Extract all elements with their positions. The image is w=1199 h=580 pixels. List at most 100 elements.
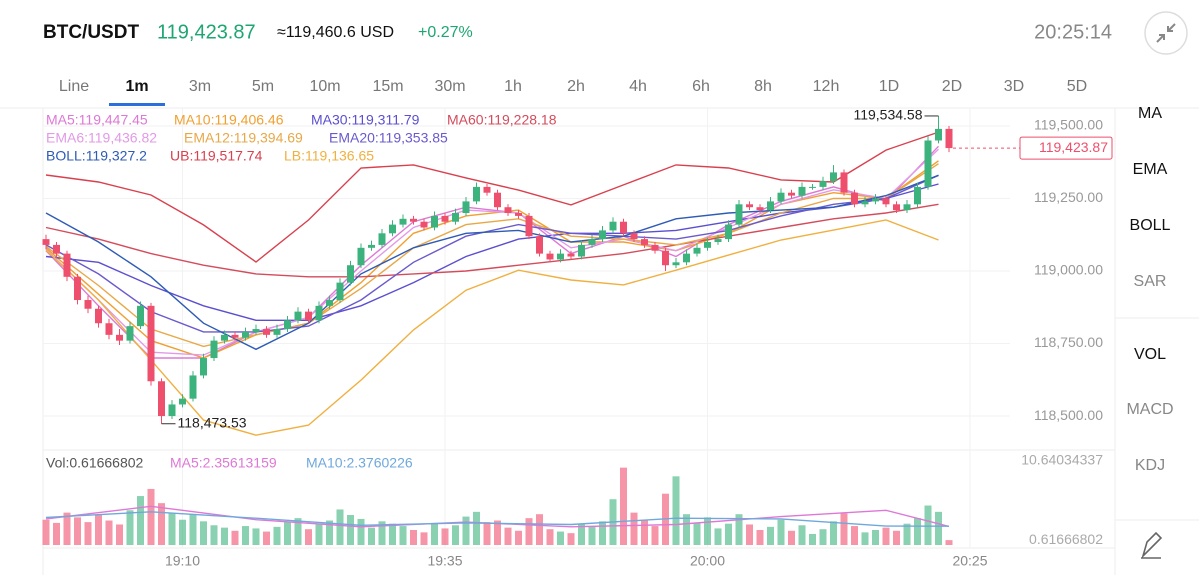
volume-tick-label: 10.64034337 — [1021, 452, 1103, 468]
legend-entry: MA10:2.3760226 — [306, 455, 413, 471]
volume-bar — [515, 530, 522, 545]
indicator-toggle[interactable]: SAR — [1134, 273, 1167, 290]
timeframe-tab[interactable]: 6h — [692, 78, 710, 95]
timeframe-tab[interactable]: 1h — [504, 78, 522, 95]
timeframe-tab[interactable]: 5m — [252, 78, 274, 95]
legend-entry: MA10:119,406.46 — [174, 112, 284, 128]
candle-body — [263, 329, 270, 335]
candle-body — [147, 305, 155, 382]
volume-bar — [284, 522, 291, 545]
volume-bar — [420, 532, 428, 545]
volume-bar — [147, 488, 155, 545]
timeframe-tab[interactable]: 3m — [189, 78, 211, 95]
candle-body — [693, 247, 701, 254]
candle-body — [116, 334, 123, 341]
volume-bar — [777, 519, 785, 545]
volume-bar — [840, 513, 848, 545]
legend-entry: MA60:119,228.18 — [447, 112, 557, 128]
extreme-label: 119,534.58 — [853, 107, 922, 123]
candle-body — [231, 334, 239, 338]
timeframe-tab[interactable]: 3D — [1004, 78, 1024, 95]
candle-body — [189, 375, 197, 399]
volume-bar — [704, 517, 711, 545]
candle-body — [378, 233, 386, 245]
candle-body — [819, 181, 827, 187]
candle-body — [672, 262, 680, 266]
indicator-toggle[interactable]: BOLL — [1130, 217, 1171, 234]
volume-bar — [200, 521, 207, 545]
volume-tick-label: 0.61666802 — [1029, 531, 1103, 547]
volume-bar — [368, 527, 375, 545]
volume-bar — [714, 528, 722, 545]
volume-bar — [914, 518, 921, 545]
volume-bar — [567, 533, 575, 545]
candle-body — [305, 311, 312, 321]
indicator-toggle[interactable]: MACD — [1126, 401, 1173, 418]
indicator-line — [45, 174, 939, 351]
volume-bar — [903, 523, 911, 545]
volume-bar — [347, 515, 354, 545]
timeframe-tab[interactable]: 1m — [125, 78, 148, 95]
volume-bar — [819, 529, 827, 545]
candle-body — [903, 204, 911, 211]
volume-bar — [179, 519, 186, 545]
volume-bar — [252, 528, 260, 545]
candle-body — [158, 381, 165, 417]
volume-bar — [189, 514, 197, 545]
candle-body — [441, 215, 449, 222]
volume-bar — [399, 526, 407, 545]
timeframe-tab[interactable]: 1D — [879, 78, 899, 95]
candle-body — [525, 215, 533, 237]
draw-tool-icon[interactable] — [1141, 531, 1163, 559]
legend-entry: BOLL:119,327.2 — [46, 148, 147, 164]
active-tab-underline — [109, 103, 165, 106]
volume-bar — [630, 512, 638, 545]
volume-bar — [788, 530, 795, 545]
timeframe-tab[interactable]: Line — [59, 78, 89, 95]
volume-bar — [945, 540, 953, 545]
candle-body — [273, 329, 281, 335]
candle-body — [252, 329, 260, 332]
indicator-line — [45, 511, 950, 527]
indicator-toggle[interactable]: EMA — [1133, 161, 1168, 178]
timeframe-tab[interactable]: 5D — [1067, 78, 1087, 95]
candle-body — [746, 204, 753, 208]
volume-bar — [95, 515, 102, 545]
timeframe-tab[interactable]: 12h — [813, 78, 840, 95]
indicator-toggle[interactable]: KDJ — [1135, 457, 1165, 474]
volume-bar — [431, 522, 438, 545]
timeframe-tab[interactable]: 2h — [567, 78, 585, 95]
timeframe-tab[interactable]: 4h — [629, 78, 647, 95]
price: 119,423.87 — [157, 21, 256, 43]
timeframe-tab[interactable]: 8h — [754, 78, 772, 95]
collapse-icon[interactable] — [1156, 23, 1176, 43]
timeframe-tab[interactable]: 15m — [372, 78, 403, 95]
x-tick-label: 19:35 — [427, 553, 462, 569]
volume-bar — [620, 467, 627, 545]
collapse-button[interactable] — [1144, 11, 1188, 55]
timeframe-tab[interactable]: 30m — [434, 78, 465, 95]
volume-bar — [494, 520, 501, 545]
candle-body — [536, 236, 543, 254]
volume-bar — [651, 526, 659, 545]
collapse-circle[interactable] — [1144, 11, 1188, 55]
indicator-toggle[interactable]: MA — [1138, 105, 1162, 122]
volume-bar — [809, 533, 816, 545]
volume-bar — [84, 522, 92, 545]
indicator-toggle[interactable]: VOL — [1134, 346, 1166, 363]
timeframe-tab[interactable]: 10m — [309, 78, 340, 95]
candle-body — [893, 204, 900, 211]
volume-bar — [410, 530, 417, 545]
candle-body — [651, 244, 659, 251]
clock: 20:25:14 — [1034, 21, 1112, 43]
candle-body — [714, 239, 722, 243]
candle-body — [452, 213, 459, 222]
volume-bar — [861, 532, 869, 545]
timeframe-tab[interactable]: 2D — [942, 78, 962, 95]
volume-bar — [305, 529, 312, 545]
volume-bar — [315, 524, 323, 545]
candle-body — [735, 204, 743, 225]
volume-bar — [126, 510, 134, 545]
volume-bar — [935, 511, 942, 545]
volume-bar — [452, 525, 459, 545]
